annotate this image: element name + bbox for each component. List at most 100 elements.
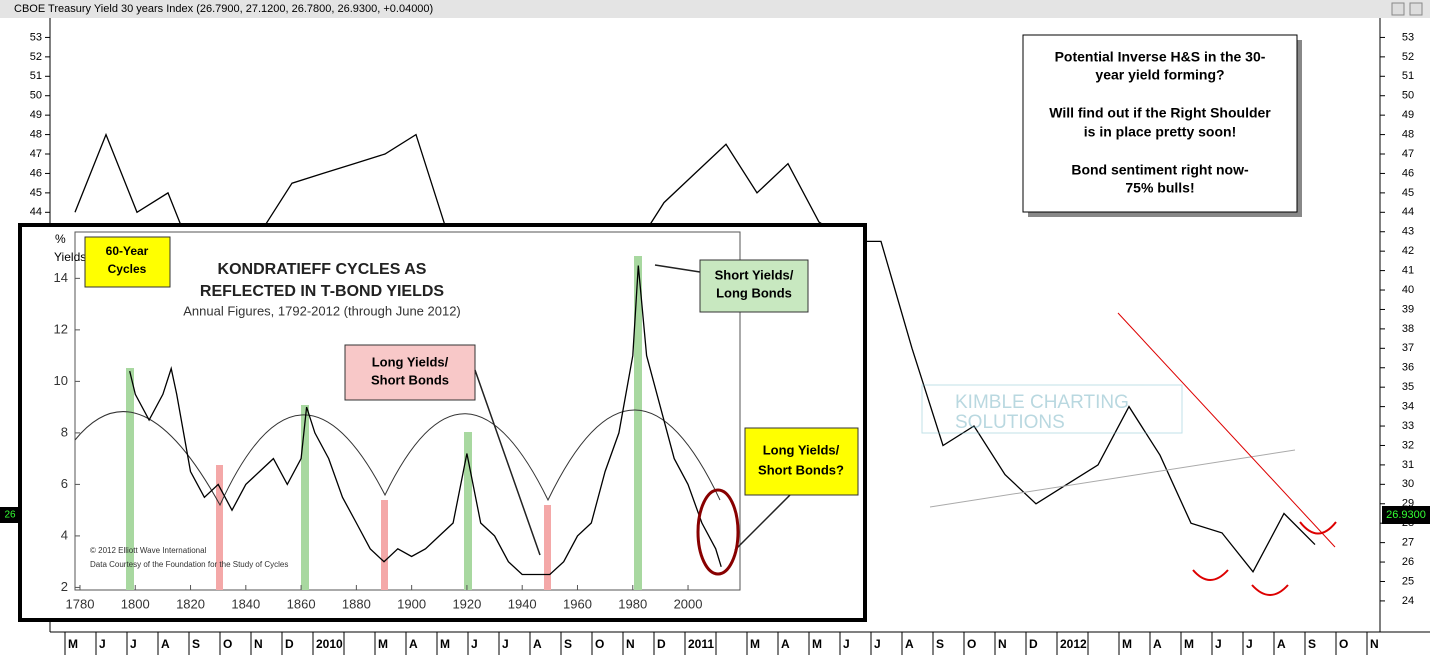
x-tick-label: N — [998, 637, 1007, 651]
band — [634, 256, 642, 590]
x-tick-label: D — [1029, 637, 1038, 651]
y-tick-label: 32 — [1402, 439, 1414, 451]
y-tick-label: 2 — [61, 579, 68, 594]
y-tick-label: 49 — [1402, 109, 1414, 121]
y-tick-label: 43 — [1402, 226, 1414, 238]
callout-text: Long Yields/ — [372, 354, 449, 369]
y-tick-label: 24 — [1402, 595, 1414, 607]
watermark-text: KIMBLE CHARTING — [955, 392, 1129, 413]
y-tick-label: 42 — [1402, 245, 1414, 257]
x-tick-label: 2012 — [1060, 637, 1087, 651]
x-tick-label: J — [130, 637, 137, 651]
x-tick-label: M — [812, 637, 822, 651]
x-tick-label: 1840 — [231, 596, 260, 611]
y-tick-label: 52 — [30, 51, 42, 63]
callout-text: Long Bonds — [716, 285, 792, 300]
x-tick-label: D — [657, 637, 666, 651]
inset-title: KONDRATIEFF CYCLES AS — [218, 261, 427, 278]
callout-text: Short Yields/ — [715, 267, 794, 282]
x-tick-label: N — [626, 637, 635, 651]
y-tick-label: 33 — [1402, 420, 1414, 432]
y-tick-label: 8 — [61, 424, 68, 439]
inset-y-label: Yields — [54, 250, 86, 264]
x-tick-label: A — [905, 637, 914, 651]
band — [126, 368, 134, 590]
x-tick-label: A — [409, 637, 418, 651]
x-tick-label: S — [192, 637, 200, 651]
y-tick-label: 12 — [54, 321, 68, 336]
y-tick-label: 4 — [61, 527, 68, 542]
y-tick-label: 31 — [1402, 459, 1414, 471]
annotation-text: year yield forming? — [1095, 67, 1224, 83]
inset-y-label: % — [55, 232, 66, 246]
left-price-tag — [0, 507, 20, 523]
x-tick-label: N — [254, 637, 263, 651]
close-button[interactable] — [1409, 2, 1423, 16]
y-tick-label: 48 — [1402, 128, 1414, 140]
y-tick-label: 37 — [1402, 342, 1414, 354]
x-tick-label: 1960 — [563, 596, 592, 611]
highlight-ellipse — [696, 488, 740, 576]
x-tick-label: O — [967, 637, 976, 651]
annotation-text: is in place pretty soon! — [1084, 124, 1236, 140]
x-tick-label: D — [285, 637, 294, 651]
y-tick-label: 35 — [1402, 381, 1414, 393]
inset-credit: © 2012 Elliott Wave International — [90, 546, 207, 555]
x-tick-label: 1880 — [342, 596, 371, 611]
x-tick-label: M — [68, 637, 78, 651]
y-tick-label: 51 — [30, 70, 42, 82]
callout-text: Short Bonds? — [758, 462, 844, 477]
watermark: KIMBLE CHARTING SOLUTIONS — [921, 384, 1183, 434]
x-tick-label: O — [223, 637, 232, 651]
y-tick-label: 47 — [30, 148, 42, 160]
x-tick-label: 2011 — [688, 637, 714, 651]
y-tick-label: 46 — [1402, 167, 1414, 179]
x-tick-label: J — [874, 637, 881, 651]
y-tick-label: 50 — [30, 90, 42, 102]
y-tick-label: 40 — [1402, 284, 1414, 296]
price-tag — [1382, 506, 1430, 524]
x-tick-label: J — [471, 637, 478, 651]
x-tick-label: J — [843, 637, 850, 651]
band — [544, 505, 551, 590]
series-line — [129, 265, 722, 576]
x-tick-label: M — [750, 637, 760, 651]
x-tick-label: 1860 — [287, 596, 316, 611]
x-tick-label: 1940 — [508, 596, 537, 611]
callout — [344, 344, 476, 401]
x-tick-label: 1980 — [618, 596, 647, 611]
watermark-text: SOLUTIONS — [955, 412, 1065, 433]
x-tick-label: N — [1370, 637, 1379, 651]
x-tick-label: 1820 — [176, 596, 205, 611]
callout — [84, 236, 171, 288]
band — [381, 500, 388, 590]
shoulder-arcs — [1192, 521, 1337, 596]
band — [301, 405, 309, 590]
x-tick-label: J — [502, 637, 509, 651]
watermark-frame — [921, 384, 1183, 434]
callout-text: Short Bonds — [371, 372, 449, 387]
x-tick-label: S — [1308, 637, 1316, 651]
y-tick-label: 44 — [30, 206, 42, 218]
y-tick-label: 49 — [30, 109, 42, 121]
callout-text: Long Yields/ — [763, 442, 840, 457]
price-tag-text: 26.9300 — [1386, 509, 1426, 521]
y-tick-label: 48 — [30, 128, 42, 140]
y-tick-label: 45 — [30, 187, 42, 199]
inset-chart: 2 4 6 8 10 12 14 1780 1800 1820 1840 1860 1880 1900 19… — [54, 265, 722, 611]
annotation-box — [1022, 34, 1298, 213]
y-tick-label: 53 — [30, 31, 42, 43]
title-bar — [0, 0, 1430, 18]
inset-subtitle: Annual Figures, 1792-2012 (through June … — [183, 303, 461, 318]
band — [216, 465, 223, 590]
x-tick-label: 2010 — [316, 637, 343, 651]
x-tick-label: M — [440, 637, 450, 651]
x-tick-label: J — [99, 637, 106, 651]
y-tick-label: 44 — [1402, 206, 1414, 218]
x-tick-label: A — [533, 637, 542, 651]
cycle-bands — [126, 256, 642, 590]
x-tick-label: 1800 — [121, 596, 150, 611]
y-tick-label: 47 — [1402, 148, 1414, 160]
y-tick-label: 53 — [1402, 31, 1414, 43]
scroll-button[interactable] — [1391, 2, 1405, 16]
